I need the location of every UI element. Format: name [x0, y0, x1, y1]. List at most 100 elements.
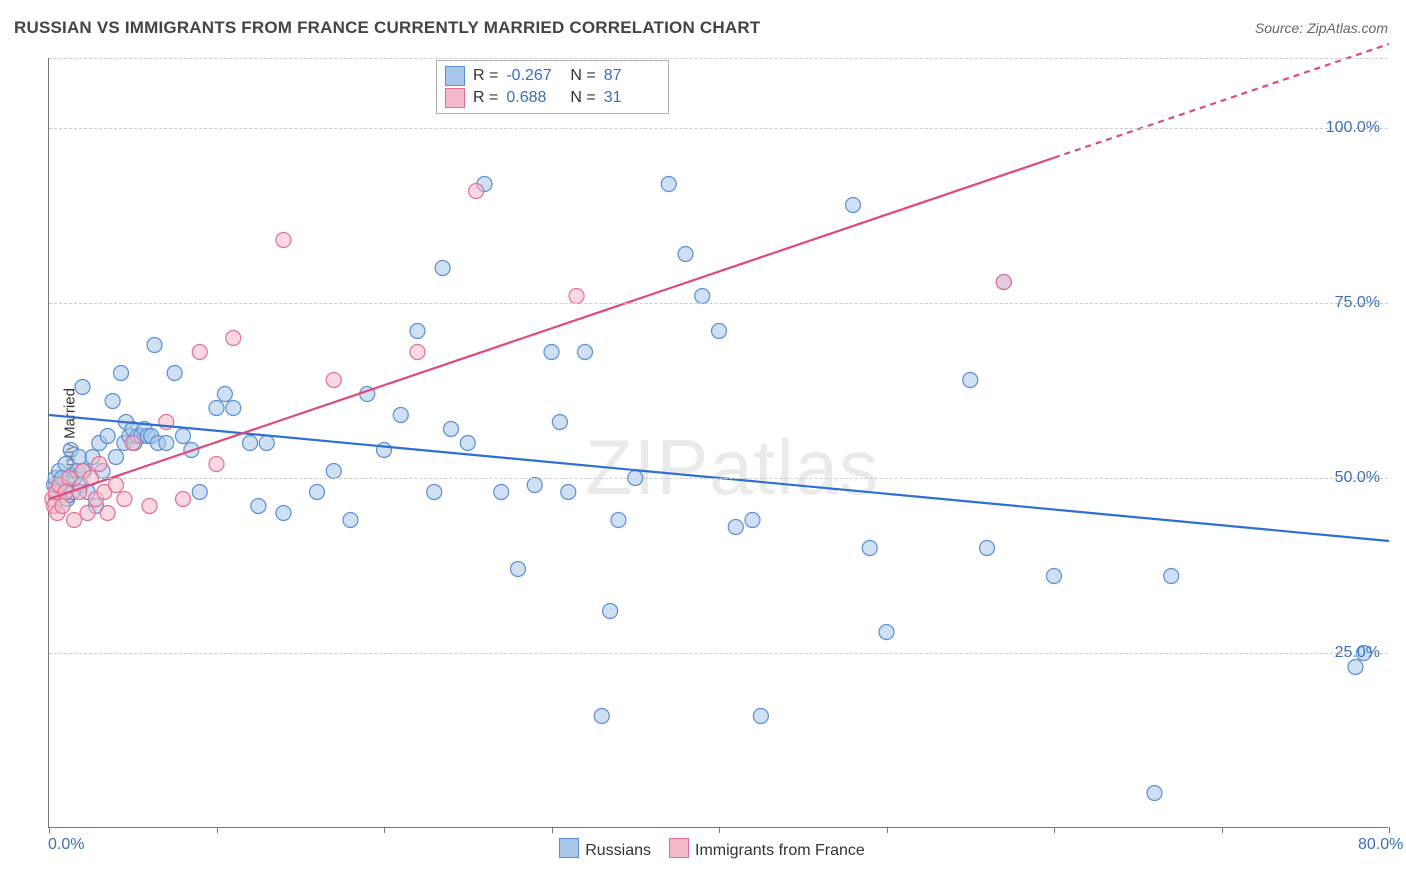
- gridline: [49, 58, 1388, 59]
- gridline: [49, 303, 1388, 304]
- n-label: N =: [570, 87, 595, 109]
- legend-bottom: Russians Immigrants from France: [0, 838, 1406, 860]
- r-label: R =: [473, 65, 498, 87]
- data-point: [435, 261, 450, 276]
- gridline: [49, 478, 1388, 479]
- data-point: [469, 184, 484, 199]
- data-point: [326, 464, 341, 479]
- data-point: [276, 233, 291, 248]
- data-point: [1147, 786, 1162, 801]
- data-point: [561, 485, 576, 500]
- data-point: [846, 198, 861, 213]
- legend-row: R = 0.688 N = 31: [445, 87, 660, 109]
- data-point: [105, 394, 120, 409]
- data-point: [125, 436, 140, 451]
- r-label: R =: [473, 87, 498, 109]
- data-point: [343, 513, 358, 528]
- data-point: [109, 478, 124, 493]
- data-point: [611, 513, 626, 528]
- data-point: [159, 436, 174, 451]
- data-point: [527, 478, 542, 493]
- data-point: [226, 331, 241, 346]
- data-point: [427, 485, 442, 500]
- x-tick-label: 0.0%: [48, 836, 84, 854]
- data-point: [494, 485, 509, 500]
- source-attribution: Source: ZipAtlas.com: [1255, 20, 1388, 36]
- data-point: [251, 499, 266, 514]
- data-point: [594, 709, 609, 724]
- data-point: [192, 345, 207, 360]
- data-point: [310, 485, 325, 500]
- data-point: [259, 436, 274, 451]
- legend-label: Immigrants from France: [695, 842, 865, 859]
- x-tick-mark: [552, 827, 553, 833]
- data-point: [728, 520, 743, 535]
- legend-swatch: [559, 838, 579, 858]
- gridline: [49, 128, 1388, 129]
- trend-line: [49, 158, 1054, 499]
- data-point: [114, 366, 129, 381]
- x-tick-mark: [1222, 827, 1223, 833]
- data-point: [72, 450, 87, 465]
- data-point: [552, 415, 567, 430]
- trend-line-dashed: [1054, 44, 1389, 158]
- data-point: [678, 247, 693, 262]
- data-point: [276, 506, 291, 521]
- data-point: [410, 324, 425, 339]
- data-point: [100, 506, 115, 521]
- gridline: [49, 653, 1388, 654]
- data-point: [963, 373, 978, 388]
- x-tick-mark: [1389, 827, 1390, 833]
- data-point: [661, 177, 676, 192]
- data-point: [109, 450, 124, 465]
- data-point: [996, 275, 1011, 290]
- y-tick-label: 50.0%: [1335, 469, 1380, 487]
- data-point: [745, 513, 760, 528]
- data-point: [209, 457, 224, 472]
- y-tick-label: 25.0%: [1335, 644, 1380, 662]
- n-value: 31: [604, 87, 660, 109]
- legend-swatch: [445, 88, 465, 108]
- data-point: [393, 408, 408, 423]
- plot-area: ZIPatlas 25.0%50.0%75.0%100.0%: [48, 58, 1388, 828]
- data-point: [578, 345, 593, 360]
- data-point: [1047, 569, 1062, 584]
- chart-title: RUSSIAN VS IMMIGRANTS FROM FRANCE CURREN…: [14, 18, 760, 38]
- x-tick-mark: [217, 827, 218, 833]
- correlation-legend: R =-0.267N =87R =0.688N =31: [436, 60, 669, 114]
- r-value: -0.267: [506, 65, 562, 87]
- data-point: [142, 499, 157, 514]
- data-point: [460, 436, 475, 451]
- chart-svg: [49, 58, 1388, 827]
- data-point: [603, 604, 618, 619]
- x-tick-mark: [887, 827, 888, 833]
- x-tick-label: 80.0%: [1358, 836, 1403, 854]
- data-point: [243, 436, 258, 451]
- data-point: [753, 709, 768, 724]
- data-point: [879, 625, 894, 640]
- data-point: [167, 366, 182, 381]
- x-tick-mark: [1054, 827, 1055, 833]
- data-point: [326, 373, 341, 388]
- data-point: [176, 492, 191, 507]
- data-point: [410, 345, 425, 360]
- y-tick-label: 100.0%: [1326, 119, 1380, 137]
- data-point: [92, 457, 107, 472]
- r-value: 0.688: [506, 87, 562, 109]
- data-point: [209, 401, 224, 416]
- legend-swatch: [669, 838, 689, 858]
- data-point: [862, 541, 877, 556]
- data-point: [100, 429, 115, 444]
- data-point: [67, 513, 82, 528]
- data-point: [444, 422, 459, 437]
- legend-label: Russians: [585, 842, 651, 859]
- x-tick-mark: [719, 827, 720, 833]
- data-point: [217, 387, 232, 402]
- data-point: [75, 380, 90, 395]
- data-point: [569, 289, 584, 304]
- n-label: N =: [570, 65, 595, 87]
- data-point: [712, 324, 727, 339]
- x-tick-mark: [384, 827, 385, 833]
- y-tick-label: 75.0%: [1335, 294, 1380, 312]
- data-point: [544, 345, 559, 360]
